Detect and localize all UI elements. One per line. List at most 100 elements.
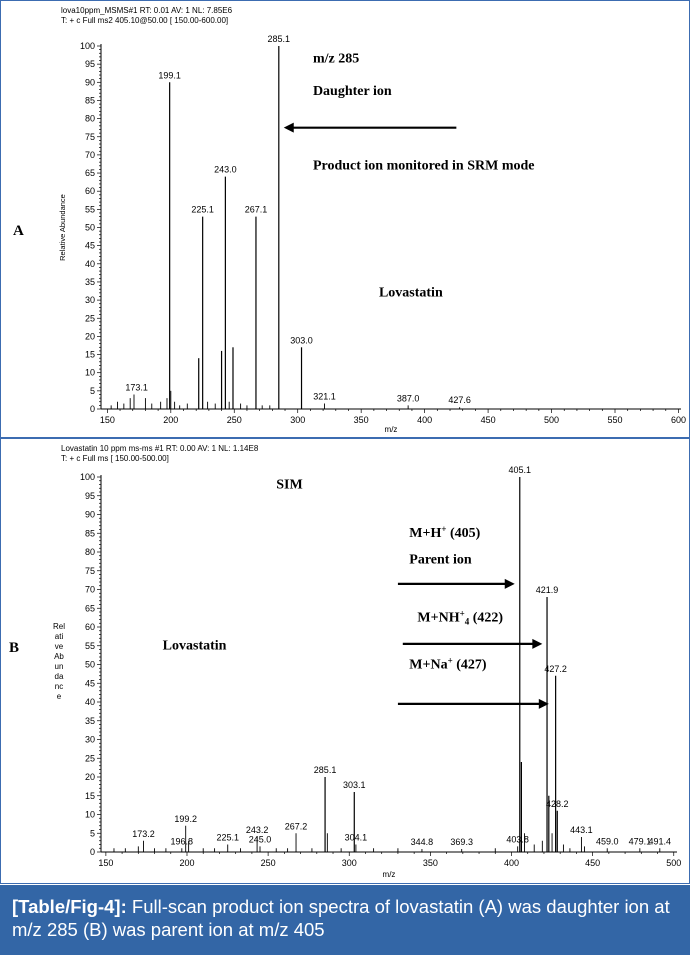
x-tick-label-b: 250 [261,858,276,868]
y-tick-label-b: 25 [85,753,95,763]
y-tick-label-b: 15 [85,791,95,801]
y-axis-title-b: da [55,672,64,681]
y-tick-label-b: 85 [85,528,95,538]
peak-label-b: 405.1 [509,465,532,475]
panel-label-b: B [9,640,19,656]
annotation-a: m/z 285 [313,51,359,66]
annotation-sup-b: + [460,608,465,618]
peak-label-a: 387.0 [397,393,420,403]
annotation-a: Lovastatin [379,285,443,300]
peak-label-b: 196.8 [171,836,194,846]
x-tick-label-b: 200 [179,858,194,868]
peak-label-a: 285.1 [268,34,291,44]
y-tick-label-a: 85 [85,95,95,105]
y-tick-label-b: 20 [85,772,95,782]
header-line-b: T: + c Full ms [ 150.00-500.00] [61,454,169,463]
y-tick-label-b: 75 [85,566,95,576]
annotation-tail-b: (405) [447,526,481,541]
y-tick-label-b: 55 [85,641,95,651]
y-tick-label-a: 30 [85,295,95,305]
y-tick-label-b: 45 [85,678,95,688]
peak-label-b: 267.2 [285,821,308,831]
y-tick-label-a: 90 [85,77,95,87]
figure-caption: [Table/Fig-4]: Full-scan product ion spe… [0,885,690,955]
x-axis-title-b: m/z [383,870,396,879]
y-tick-label-a: 70 [85,150,95,160]
annotation-b: Parent ion [409,552,472,567]
y-tick-label-b: 50 [85,660,95,670]
annotation-text-b: Lovastatin [163,639,227,654]
y-tick-label-a: 0 [90,404,95,414]
y-tick-label-b: 5 [90,828,95,838]
y-tick-label-a: 80 [85,114,95,124]
annotation-a: Daughter ion [313,84,392,99]
annotation-tail-b: (427) [453,657,487,672]
y-tick-label-b: 35 [85,716,95,726]
peak-label-a: 303.0 [290,335,313,345]
x-tick-label-a: 600 [671,415,686,425]
x-tick-label-a: 350 [354,415,369,425]
peak-label-b: 199.2 [174,814,197,824]
annotation-sup-b: + [441,524,446,534]
peak-label-a: 173.1 [125,382,148,392]
caption-text: Full-scan product ion spectra of lovasta… [12,896,670,940]
peak-label-b: 403.8 [506,834,529,844]
peak-label-b: 491.4 [649,836,672,846]
annotation-text-b: SIM [276,477,302,492]
caption-label: [Table/Fig-4]: [12,896,127,917]
peak-label-a: 199.1 [158,70,181,80]
annotation-tail-b: (422) [469,610,503,625]
annotation-b: Lovastatin [163,639,227,654]
y-tick-label-b: 65 [85,603,95,613]
y-tick-label-b: 100 [80,472,95,482]
y-tick-label-b: 30 [85,735,95,745]
y-tick-label-a: 65 [85,168,95,178]
peak-label-b: 459.0 [596,836,619,846]
peak-label-b: 421.9 [536,585,559,595]
arrow-head-a [283,122,294,133]
annotation-b: M+Na+ (427) [409,655,487,672]
y-tick-label-b: 60 [85,622,95,632]
annotation-text-b: M+Na [409,657,447,672]
peak-label-b: 304.1 [345,833,368,843]
spectrum-b-chart: Lovastatin 10 ppm ms-ms #1 RT: 0.00 AV: … [9,444,681,879]
peak-label-b: 285.1 [314,765,337,775]
y-tick-label-a: 35 [85,277,95,287]
annotation-b: M+H+ (405) [409,524,480,541]
y-tick-label-a: 20 [85,331,95,341]
header-line-b: Lovastatin 10 ppm ms-ms #1 RT: 0.00 AV: … [61,444,259,453]
x-tick-label-b: 300 [342,858,357,868]
peak-label-a: 243.0 [214,165,237,175]
y-tick-label-b: 10 [85,810,95,820]
arrow-head-b [504,578,515,589]
annotation-b: SIM [276,477,302,492]
y-axis-title-b: nc [55,682,63,691]
y-tick-label-a: 40 [85,259,95,269]
peak-label-b: 479.1 [629,836,652,846]
annotation-text-b: Parent ion [409,552,472,567]
peak-label-b: 245.0 [249,834,272,844]
x-tick-label-b: 350 [423,858,438,868]
x-tick-label-a: 400 [417,415,432,425]
y-tick-label-a: 45 [85,241,95,251]
annotation-sup-b: + [448,655,453,665]
arrow-head-b [538,698,549,709]
annotation-text-a: Lovastatin [379,285,443,300]
x-tick-label-b: 150 [98,858,113,868]
annotation-sub-b: 4 [465,616,470,626]
y-tick-label-a: 100 [80,41,95,51]
y-axis-title-a: Relative Abundance [58,194,67,261]
x-tick-label-a: 450 [481,415,496,425]
x-tick-label-a: 300 [290,415,305,425]
arrow-head-b [532,638,543,649]
x-axis-title-a: m/z [385,425,398,434]
peak-label-b: 243.2 [246,825,269,835]
spectrum-a-chart: lova10ppm_MSMS#1 RT: 0.01 AV: 1 NL: 7.85… [13,6,686,434]
annotation-text-a: m/z 285 [313,51,359,66]
peak-label-b: 344.8 [411,837,434,847]
y-axis-title-b: ati [55,632,64,641]
y-axis-title-b: ve [55,642,64,651]
annotation-text-a: Product ion monitored in SRM mode [313,158,535,173]
annotation-a: Product ion monitored in SRM mode [313,158,535,173]
